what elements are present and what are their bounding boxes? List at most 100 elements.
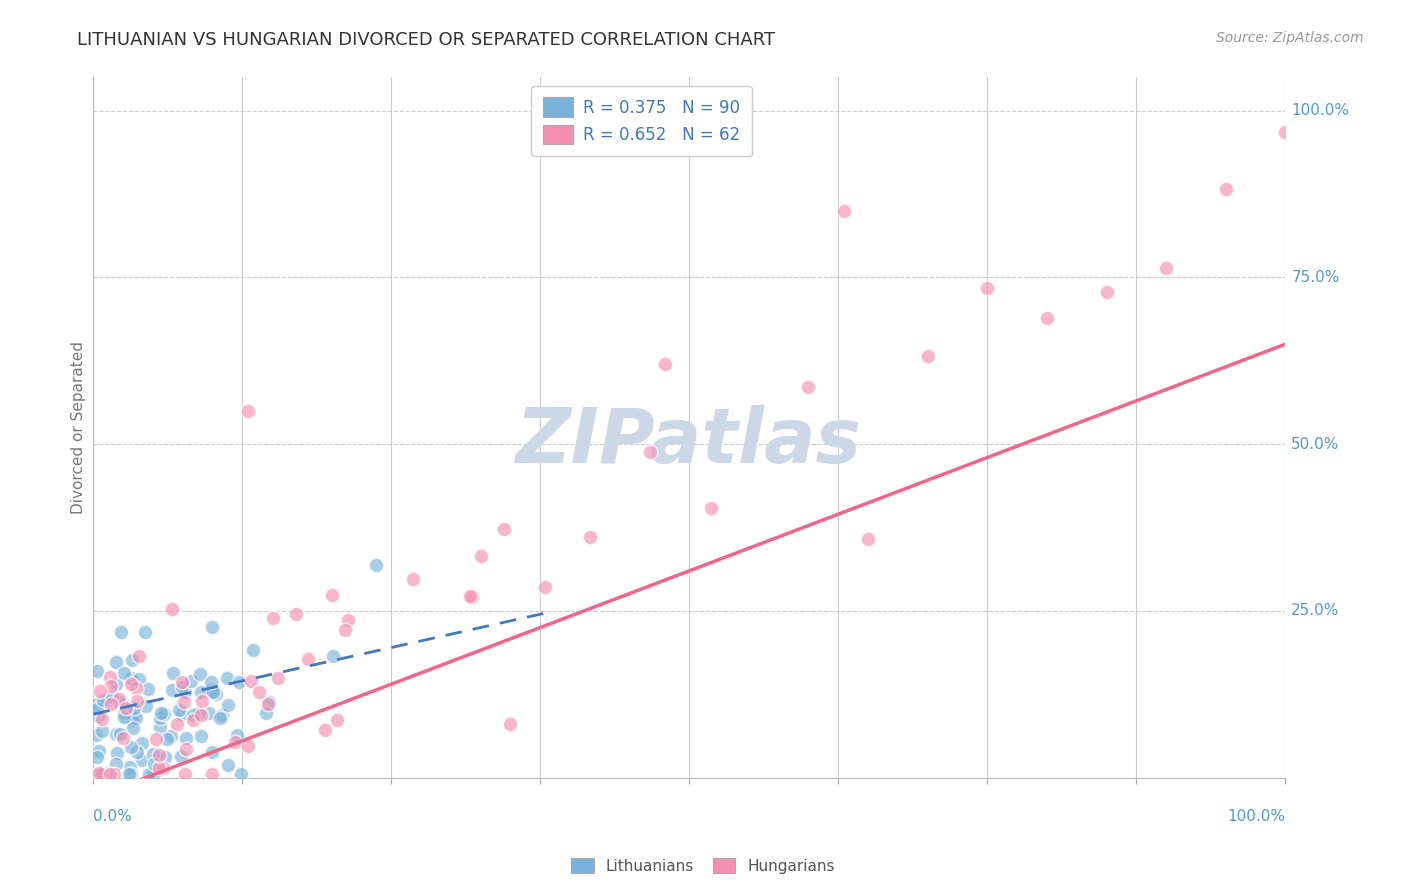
Point <box>180 674 202 689</box>
Point <box>166 717 188 731</box>
Point <box>114 710 136 724</box>
Point <box>112 665 135 680</box>
Point <box>159 729 181 743</box>
Point <box>201 620 224 634</box>
Point <box>125 694 148 708</box>
Text: 25.0%: 25.0% <box>1291 603 1340 618</box>
Point <box>167 703 190 717</box>
Point <box>86 664 108 678</box>
Point <box>87 743 110 757</box>
Text: 0.0%: 0.0% <box>93 809 132 824</box>
Point <box>122 701 145 715</box>
Point <box>267 671 290 685</box>
Point <box>112 710 135 724</box>
Point <box>461 590 484 604</box>
Point <box>211 708 233 723</box>
Point <box>86 702 108 716</box>
Point <box>143 767 166 781</box>
Point <box>797 380 820 394</box>
Point <box>162 666 184 681</box>
Point <box>104 655 127 669</box>
Point <box>128 673 150 687</box>
Point <box>156 731 179 746</box>
Point <box>107 695 129 709</box>
Legend: R = 0.375   N = 90, R = 0.652   N = 62: R = 0.375 N = 90, R = 0.652 N = 62 <box>531 86 752 156</box>
Point <box>262 611 284 625</box>
Point <box>254 706 277 721</box>
Point <box>366 558 388 572</box>
Point <box>153 750 176 764</box>
Point <box>638 445 661 459</box>
Point <box>1154 261 1177 276</box>
Point <box>125 711 148 725</box>
Point <box>190 684 212 698</box>
Text: 100.0%: 100.0% <box>1227 809 1285 824</box>
Point <box>160 682 183 697</box>
Point <box>101 690 124 704</box>
Point <box>856 532 879 546</box>
Point <box>91 693 114 707</box>
Point <box>322 648 344 663</box>
Point <box>217 757 239 772</box>
Point <box>201 685 224 699</box>
Point <box>111 731 134 746</box>
Point <box>160 602 183 616</box>
Point <box>297 652 319 666</box>
Point <box>188 667 211 681</box>
Point <box>578 530 600 544</box>
Point <box>173 695 195 709</box>
Point <box>134 625 156 640</box>
Point <box>224 734 246 748</box>
Point <box>190 708 212 723</box>
Point <box>172 707 194 722</box>
Point <box>122 721 145 735</box>
Point <box>1036 310 1059 325</box>
Point <box>200 683 222 698</box>
Point <box>138 682 160 697</box>
Point <box>174 767 197 781</box>
Point <box>226 729 249 743</box>
Point <box>149 711 172 725</box>
Point <box>257 695 280 709</box>
Point <box>257 697 280 711</box>
Point <box>105 677 128 691</box>
Point <box>239 673 262 688</box>
Text: 100.0%: 100.0% <box>1291 103 1350 119</box>
Point <box>112 706 135 720</box>
Point <box>149 720 172 734</box>
Point <box>238 404 260 418</box>
Point <box>108 692 131 706</box>
Point <box>247 685 270 699</box>
Point <box>96 693 118 707</box>
Y-axis label: Divorced or Separated: Divorced or Separated <box>72 341 86 514</box>
Text: 50.0%: 50.0% <box>1291 437 1340 451</box>
Point <box>128 649 150 664</box>
Point <box>170 748 193 763</box>
Point <box>142 747 165 761</box>
Point <box>402 572 425 586</box>
Point <box>170 675 193 690</box>
Point <box>143 757 166 772</box>
Point <box>326 713 349 727</box>
Point <box>84 728 107 742</box>
Text: ZIPatlas: ZIPatlas <box>516 404 862 478</box>
Point <box>152 761 174 775</box>
Point <box>105 746 128 760</box>
Point <box>89 684 111 698</box>
Point <box>121 653 143 667</box>
Point <box>96 765 118 780</box>
Point <box>174 731 197 746</box>
Point <box>87 709 110 723</box>
Point <box>200 675 222 690</box>
Point <box>110 625 132 640</box>
Point <box>91 712 114 726</box>
Text: LITHUANIAN VS HUNGARIAN DIVORCED OR SEPARATED CORRELATION CHART: LITHUANIAN VS HUNGARIAN DIVORCED OR SEPA… <box>77 31 776 49</box>
Point <box>204 687 226 701</box>
Point <box>242 642 264 657</box>
Point <box>100 697 122 711</box>
Point <box>654 357 676 371</box>
Point <box>118 767 141 781</box>
Point <box>209 711 232 725</box>
Point <box>173 685 195 699</box>
Point <box>103 767 125 781</box>
